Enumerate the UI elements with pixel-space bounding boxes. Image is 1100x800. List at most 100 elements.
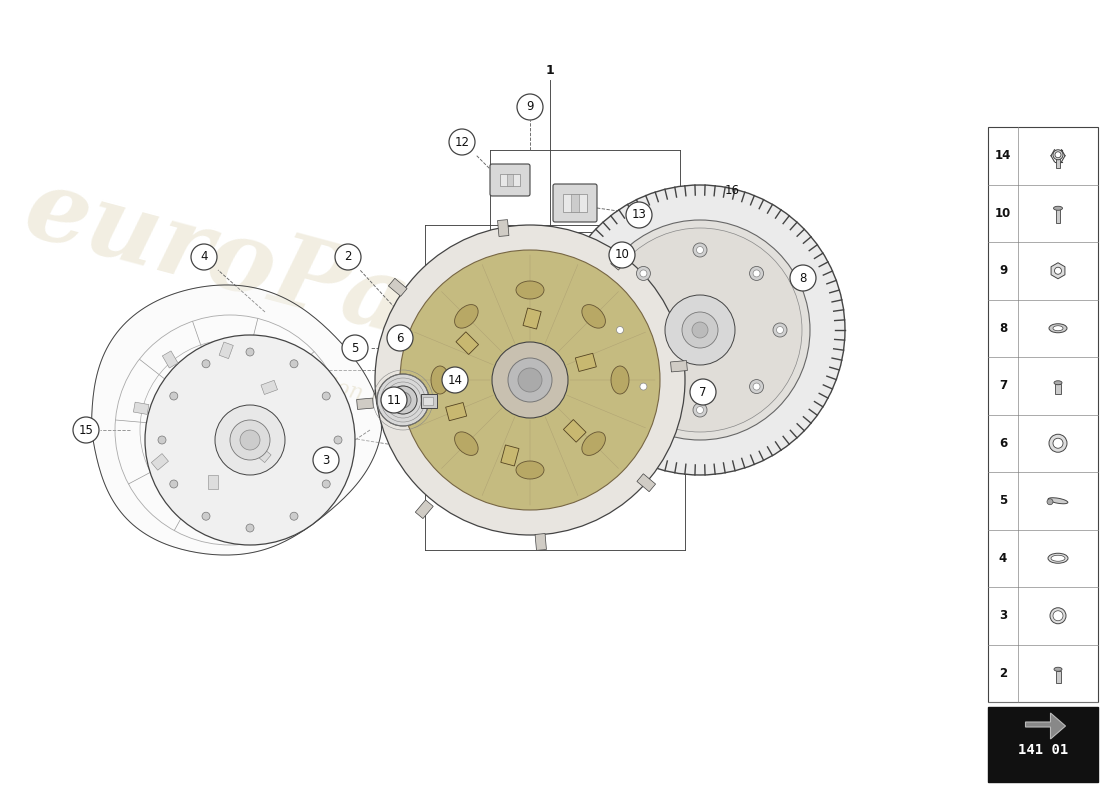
Text: 13: 13 <box>631 209 647 222</box>
Bar <box>163 351 178 368</box>
Circle shape <box>202 512 210 520</box>
Circle shape <box>1050 608 1066 624</box>
Bar <box>421 394 437 408</box>
Ellipse shape <box>454 305 478 328</box>
Bar <box>133 402 148 414</box>
Circle shape <box>381 387 407 413</box>
Ellipse shape <box>582 305 605 328</box>
Text: 8: 8 <box>999 322 1008 334</box>
Ellipse shape <box>1054 381 1062 385</box>
Circle shape <box>449 129 475 155</box>
Circle shape <box>492 342 568 418</box>
Text: 12: 12 <box>454 135 470 149</box>
Bar <box>1056 158 1060 168</box>
Circle shape <box>692 322 708 338</box>
FancyBboxPatch shape <box>553 184 597 222</box>
Ellipse shape <box>431 366 449 394</box>
Circle shape <box>322 392 330 400</box>
Circle shape <box>1053 610 1063 621</box>
Text: 9: 9 <box>526 101 534 114</box>
Text: 4: 4 <box>999 552 1008 565</box>
Circle shape <box>556 185 845 475</box>
Circle shape <box>773 323 786 337</box>
Bar <box>571 194 579 212</box>
Circle shape <box>290 512 298 520</box>
Circle shape <box>202 360 210 368</box>
FancyBboxPatch shape <box>490 164 530 196</box>
Ellipse shape <box>516 461 544 479</box>
Circle shape <box>336 244 361 270</box>
Circle shape <box>637 266 650 281</box>
Ellipse shape <box>377 374 429 426</box>
Polygon shape <box>91 285 382 555</box>
Circle shape <box>598 228 802 432</box>
Bar <box>424 397 433 405</box>
Text: 14: 14 <box>448 374 462 386</box>
Bar <box>563 419 586 442</box>
Bar <box>500 174 520 186</box>
Circle shape <box>754 270 760 277</box>
Text: euroPares: euroPares <box>14 160 585 400</box>
Text: 3: 3 <box>999 610 1008 622</box>
Bar <box>152 454 168 470</box>
Text: 1: 1 <box>546 63 554 77</box>
Circle shape <box>246 524 254 532</box>
Circle shape <box>518 368 542 392</box>
Text: a passion for cars since 1985: a passion for cars since 1985 <box>258 357 582 463</box>
Bar <box>988 127 1098 702</box>
Bar <box>1055 384 1061 394</box>
Ellipse shape <box>1048 498 1068 504</box>
Ellipse shape <box>454 432 478 455</box>
Circle shape <box>777 326 783 334</box>
Polygon shape <box>1052 262 1065 278</box>
Text: 6: 6 <box>999 437 1008 450</box>
Text: 16: 16 <box>725 183 740 197</box>
Circle shape <box>145 335 355 545</box>
Bar <box>522 308 541 329</box>
Circle shape <box>693 403 707 417</box>
Circle shape <box>158 436 166 444</box>
Bar <box>356 398 373 410</box>
Circle shape <box>517 94 543 120</box>
Bar <box>637 474 656 492</box>
Circle shape <box>749 266 763 281</box>
Bar <box>1056 671 1060 683</box>
Text: 141 01: 141 01 <box>1018 742 1068 757</box>
Polygon shape <box>1025 713 1066 739</box>
Circle shape <box>626 202 652 228</box>
Bar <box>575 354 596 371</box>
Bar <box>219 342 233 358</box>
Text: 2: 2 <box>344 250 352 263</box>
Text: 3: 3 <box>322 454 330 466</box>
Bar <box>261 380 277 394</box>
Circle shape <box>749 379 763 394</box>
Circle shape <box>342 335 369 361</box>
Bar <box>507 174 513 186</box>
Text: 9: 9 <box>999 264 1008 278</box>
Circle shape <box>616 326 624 334</box>
Circle shape <box>214 405 285 475</box>
Text: 5: 5 <box>999 494 1008 507</box>
Circle shape <box>442 367 468 393</box>
Ellipse shape <box>582 432 605 455</box>
Circle shape <box>191 244 217 270</box>
Circle shape <box>169 480 178 488</box>
Bar <box>988 707 1098 782</box>
Ellipse shape <box>1048 554 1068 563</box>
Circle shape <box>682 312 718 348</box>
Circle shape <box>696 246 704 254</box>
Ellipse shape <box>1054 206 1063 210</box>
Circle shape <box>613 323 627 337</box>
Ellipse shape <box>1054 667 1062 671</box>
Bar <box>1056 210 1060 223</box>
Circle shape <box>609 242 635 268</box>
Text: 10: 10 <box>615 249 629 262</box>
Text: 5: 5 <box>351 342 359 354</box>
Ellipse shape <box>516 281 544 299</box>
Circle shape <box>1053 438 1063 448</box>
Circle shape <box>322 480 330 488</box>
Circle shape <box>395 392 411 408</box>
Bar <box>208 475 218 489</box>
Ellipse shape <box>610 366 629 394</box>
Circle shape <box>240 430 260 450</box>
